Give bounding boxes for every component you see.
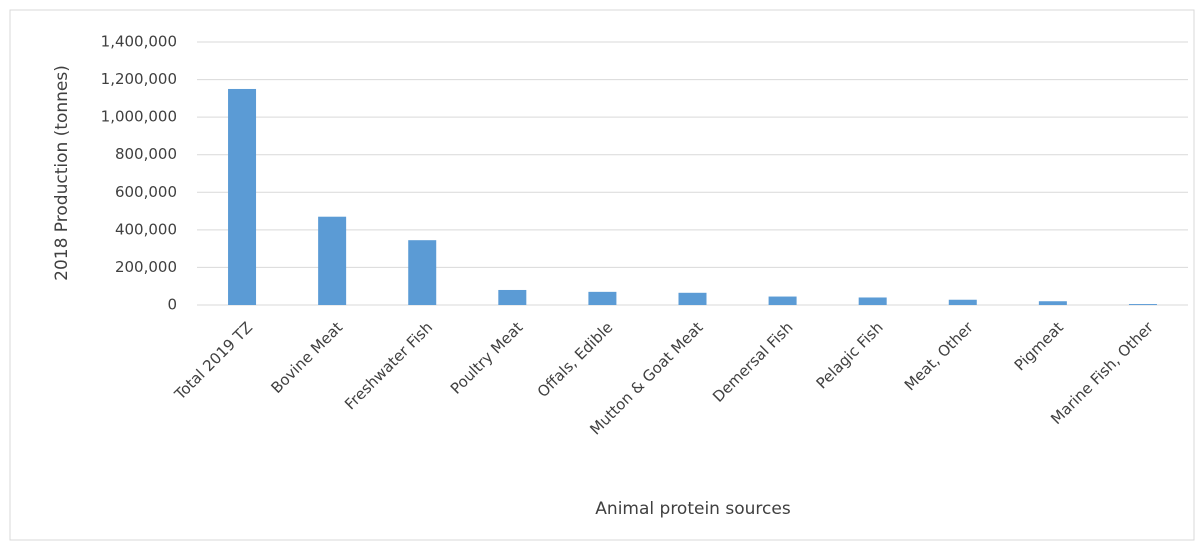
bar xyxy=(678,292,707,305)
y-tick-label: 400,000 xyxy=(115,220,177,238)
bar xyxy=(498,289,527,305)
y-tick-label: 600,000 xyxy=(115,183,177,201)
bar xyxy=(588,291,617,305)
bar xyxy=(318,216,347,305)
x-axis-title: Animal protein sources xyxy=(595,499,791,519)
y-tick-label: 800,000 xyxy=(115,145,177,163)
y-axis-title: 2018 Production (tonnes) xyxy=(52,65,72,281)
y-tick-label: 200,000 xyxy=(115,258,177,276)
bar xyxy=(948,299,977,305)
bar xyxy=(408,240,437,305)
bar xyxy=(768,296,797,305)
y-tick-label: 1,200,000 xyxy=(101,70,177,88)
y-tick-label: 1,000,000 xyxy=(101,108,177,126)
bar xyxy=(1038,301,1067,305)
bar xyxy=(1128,304,1157,305)
bar xyxy=(858,297,887,305)
bar xyxy=(228,88,257,305)
y-tick-label: 1,400,000 xyxy=(101,33,177,51)
chart-frame xyxy=(9,9,1195,541)
y-tick-label: 0 xyxy=(167,296,177,314)
